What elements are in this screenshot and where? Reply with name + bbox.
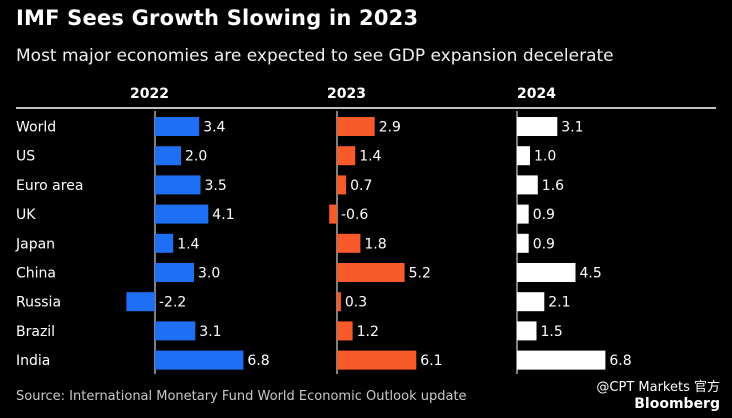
bar-2023	[337, 175, 347, 195]
bar-2023	[337, 292, 341, 312]
brand-logo: Bloomberg	[634, 396, 720, 412]
chart-title: IMF Sees Growth Slowing in 2023	[16, 6, 419, 30]
value-label-2023: 1.2	[357, 324, 379, 340]
value-label-2022: 3.0	[198, 266, 220, 282]
value-label-2022: 4.1	[212, 207, 234, 223]
value-label-2023: 1.4	[359, 149, 381, 165]
value-label-2024: 6.8	[609, 353, 631, 369]
category-label: Russia	[16, 295, 61, 311]
value-label-2023: 5.2	[409, 266, 431, 282]
bar-2022	[126, 292, 155, 312]
bar-2024	[517, 117, 558, 136]
value-label-2022: 3.1	[199, 324, 221, 340]
bar-2023	[337, 146, 356, 166]
value-label-2024: 0.9	[533, 236, 555, 252]
bar-2023	[337, 263, 405, 282]
bar-2024	[517, 350, 606, 370]
value-label-2023: 2.9	[379, 120, 401, 136]
category-label: India	[16, 353, 50, 369]
bar-2022	[155, 321, 196, 341]
category-label: Euro area	[16, 178, 83, 194]
value-label-2023: 1.8	[364, 236, 386, 252]
column-header-2023: 2023	[327, 86, 366, 102]
bar-2022	[155, 233, 174, 253]
value-label-2022: 3.4	[203, 120, 225, 136]
bar-2024	[517, 204, 529, 224]
value-label-2023: 0.7	[350, 178, 372, 194]
column-header-2024: 2024	[517, 86, 556, 102]
category-label: Japan	[15, 236, 55, 252]
bar-2022	[155, 263, 194, 282]
value-label-2022: 1.4	[177, 236, 199, 252]
bar-2024	[517, 233, 529, 253]
bar-2022	[155, 146, 181, 166]
value-label-2024: 1.0	[534, 149, 556, 165]
bar-2024	[517, 292, 545, 312]
value-label-2024: 1.6	[542, 178, 564, 194]
category-label: US	[16, 149, 35, 165]
value-label-2022: 6.8	[247, 353, 269, 369]
chart-marks: 2022 2023 2024 World US Euro area UK Japan China…	[15, 86, 632, 374]
bar-2023	[329, 204, 337, 224]
value-label-2024: 0.9	[533, 207, 555, 223]
bar-2024	[517, 175, 538, 195]
category-label: UK	[16, 207, 36, 223]
bar-2024	[517, 321, 537, 341]
value-label-2023: -0.6	[341, 207, 368, 223]
value-label-2024: 3.1	[561, 120, 583, 136]
value-label-2022: -2.2	[159, 295, 186, 311]
value-label-2023: 0.3	[345, 295, 367, 311]
bar-2022	[155, 204, 209, 224]
category-label: World	[16, 120, 56, 136]
bar-2022	[155, 350, 244, 370]
bar-2023	[337, 321, 353, 341]
bar-2022	[155, 175, 201, 195]
source-note: Source: International Monetary Fund Worl…	[16, 389, 467, 404]
value-label-2022: 2.0	[185, 149, 207, 165]
value-label-2024: 4.5	[580, 266, 602, 282]
bar-2024	[517, 146, 530, 166]
category-label: China	[16, 266, 56, 282]
chart-subtitle: Most major economies are expected to see…	[16, 46, 614, 66]
bar-2024	[517, 263, 576, 282]
bar-2023	[337, 233, 361, 253]
column-header-2022: 2022	[130, 86, 169, 102]
watermark-text: @CPT Markets 官方	[596, 380, 720, 395]
bar-2023	[337, 117, 375, 136]
value-label-2022: 3.5	[205, 178, 227, 194]
value-label-2023: 6.1	[420, 353, 442, 369]
value-label-2024: 1.5	[541, 324, 563, 340]
bar-2023	[337, 350, 417, 370]
category-label: Brazil	[16, 324, 55, 340]
bar-2022	[155, 117, 200, 136]
value-label-2024: 2.1	[548, 295, 570, 311]
